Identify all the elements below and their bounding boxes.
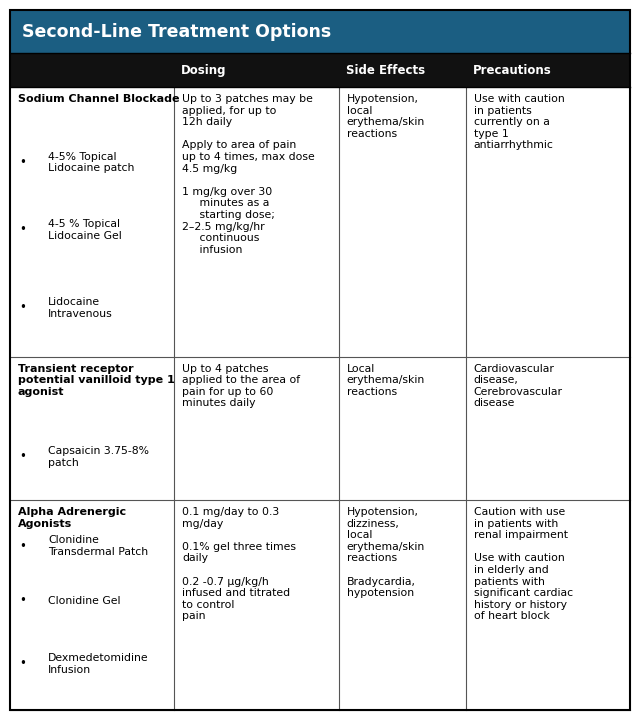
Text: Clonidine Gel: Clonidine Gel: [48, 596, 120, 606]
Text: Capsaicin 3.75-8%
patch: Capsaicin 3.75-8% patch: [48, 446, 149, 468]
Text: •: •: [19, 451, 26, 464]
Bar: [10, 10, 630, 53]
Text: Local
erythema/skin
reactions: Local erythema/skin reactions: [347, 364, 425, 397]
Text: 0.1 mg/day to 0.3
mg/day

0.1% gel three times
daily

0.2 -0.7 μg/kg/h
infused a: 0.1 mg/day to 0.3 mg/day 0.1% gel three …: [182, 507, 296, 621]
Text: Cardiovascular
disease,
Cerebrovascular
disease: Cardiovascular disease, Cerebrovascular …: [474, 364, 563, 408]
Text: •: •: [19, 302, 26, 315]
Text: •: •: [19, 223, 26, 236]
Text: Hypotension,
dizziness,
local
erythema/skin
reactions

Bradycardia,
hypotension: Hypotension, dizziness, local erythema/s…: [347, 507, 425, 598]
Text: Up to 4 patches
applied to the area of
pain for up to 60
minutes daily: Up to 4 patches applied to the area of p…: [182, 364, 300, 408]
Text: Use with caution
in patients
currently on a
type 1
antiarrhythmic: Use with caution in patients currently o…: [474, 94, 564, 150]
Bar: [10, 87, 630, 356]
Bar: [10, 500, 630, 710]
Text: •: •: [19, 540, 26, 553]
Text: 4-5 % Topical
Lidocaine Gel: 4-5 % Topical Lidocaine Gel: [48, 219, 122, 240]
Text: •: •: [19, 156, 26, 169]
Bar: [10, 53, 630, 87]
Text: Caution with use
in patients with
renal impairment

Use with caution
in elderly : Caution with use in patients with renal …: [474, 507, 573, 621]
Text: Sodium Channel Blockade: Sodium Channel Blockade: [18, 94, 179, 104]
Text: Clonidine
Transdermal Patch: Clonidine Transdermal Patch: [48, 536, 148, 557]
Text: Alpha Adrenergic
Agonists: Alpha Adrenergic Agonists: [18, 507, 126, 528]
Text: Dexmedetomidine
Infusion: Dexmedetomidine Infusion: [48, 653, 148, 675]
Text: Hypotension,
local
erythema/skin
reactions: Hypotension, local erythema/skin reactio…: [347, 94, 425, 139]
Text: Transient receptor
potential vanilloid type 1
agonist: Transient receptor potential vanilloid t…: [18, 364, 175, 397]
Text: •: •: [19, 657, 26, 670]
Text: Second-Line Treatment Options: Second-Line Treatment Options: [22, 23, 332, 41]
Text: Up to 3 patches may be
applied, for up to
12h daily

Apply to area of pain
up to: Up to 3 patches may be applied, for up t…: [182, 94, 315, 255]
Text: •: •: [19, 594, 26, 607]
Bar: [10, 356, 630, 500]
Text: Side Effects: Side Effects: [346, 63, 425, 77]
Text: Lidocaine
Intravenous: Lidocaine Intravenous: [48, 297, 113, 319]
Text: 4-5% Topical
Lidocaine patch: 4-5% Topical Lidocaine patch: [48, 152, 134, 174]
Text: Precautions: Precautions: [473, 63, 552, 77]
Text: Dosing: Dosing: [181, 63, 227, 77]
